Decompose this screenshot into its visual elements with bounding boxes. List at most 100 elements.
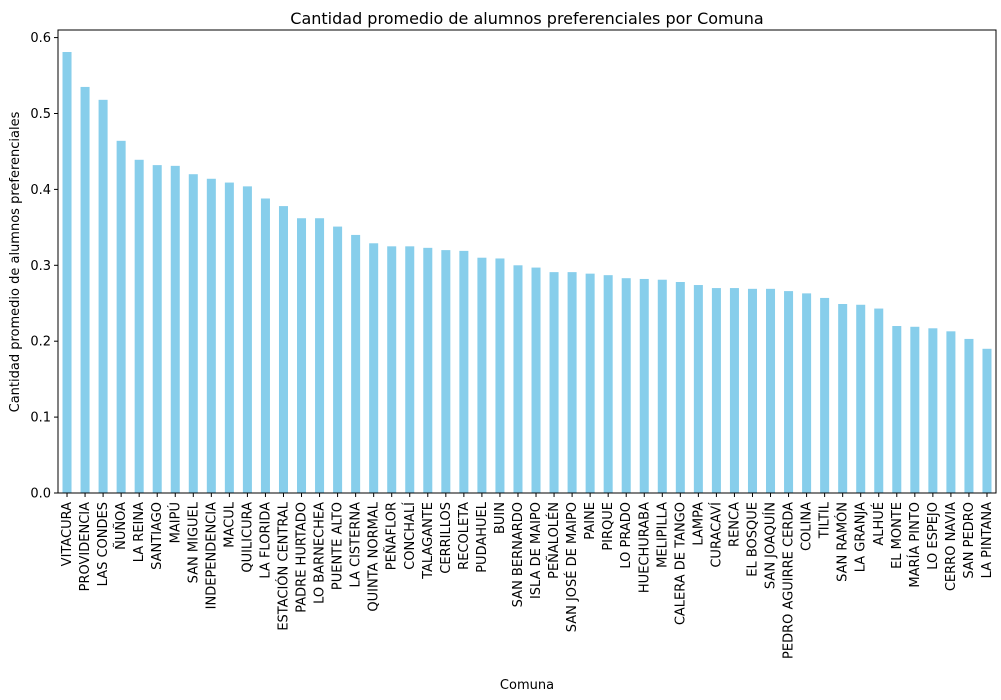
bar-26 (531, 267, 541, 493)
x-axis-label: Comuna (500, 678, 554, 693)
x-tick-label-28: SAN JOSÉ DE MAIPO (564, 502, 580, 632)
bar-27 (549, 272, 559, 493)
bar-44 (856, 304, 866, 493)
y-tick-label-1: 0.1 (30, 411, 51, 426)
bar-18 (387, 246, 397, 493)
x-tick-label-21: CERRILLOS (439, 502, 454, 574)
bar-36 (711, 288, 721, 493)
x-tick-label-33: MELIPILLA (655, 502, 670, 568)
x-tick-label-8: INDEPENDENCIA (204, 502, 219, 609)
bar-30 (603, 275, 613, 493)
bar-51 (982, 348, 992, 493)
x-tick-label-0: VITACURA (60, 502, 75, 566)
x-tick-label-29: PAINE (583, 502, 598, 540)
x-tick-label-12: ESTACIÓN CENTRAL (275, 501, 291, 630)
bar-6 (170, 165, 180, 493)
bar-48 (928, 328, 938, 493)
bar-45 (874, 308, 884, 493)
x-tick-label-18: PEÑAFLOR (384, 502, 400, 570)
x-tick-label-40: PEDRO AGUIRRE CERDA (782, 502, 797, 659)
x-tick-label-34: CALERA DE TANGO (673, 502, 688, 625)
x-tick-label-44: LA GRANJA (854, 502, 869, 572)
bar-23 (477, 257, 487, 493)
x-tick-label-10: QUILICURA (240, 502, 255, 573)
bar-34 (675, 281, 685, 493)
x-tick-label-51: LA PINTANA (980, 502, 995, 579)
x-tick-label-13: PADRE HURTADO (295, 502, 310, 613)
bar-9 (224, 182, 234, 493)
x-tick-label-43: SAN RAMÓN (835, 502, 851, 582)
plot-frame (57, 29, 997, 494)
x-tick-label-49: CERRO NAVIA (944, 502, 959, 591)
bar-42 (820, 297, 830, 493)
x-tick-label-2: LAS CONDES (96, 502, 111, 586)
x-tick-label-23: PUDAHUEL (475, 501, 490, 573)
x-tick-label-31: LO PRADO (619, 502, 634, 569)
bar-2 (98, 99, 108, 494)
x-tick-label-1: PROVIDENCIA (78, 502, 93, 591)
bar-39 (766, 288, 776, 493)
x-tick-label-30: PIRQUE (601, 502, 616, 551)
bar-33 (657, 279, 667, 493)
x-tick-label-32: HUECHURABA (637, 502, 652, 593)
x-tick-label-41: COLINA (800, 502, 815, 551)
y-tick-label-3: 0.3 (30, 259, 51, 274)
bar-1 (80, 86, 90, 493)
bars-group (62, 52, 992, 494)
y-tick-label-4: 0.4 (30, 183, 51, 198)
bar-14 (315, 218, 325, 493)
bar-20 (423, 247, 433, 493)
bar-21 (441, 250, 451, 493)
x-tick-label-42: TILTIL (818, 501, 833, 539)
x-tick-label-26: ISLA DE MAIPO (529, 502, 544, 599)
bar-22 (459, 250, 469, 493)
bar-31 (621, 278, 631, 493)
x-tick-label-50: SAN PEDRO (962, 502, 977, 579)
bar-25 (513, 265, 523, 493)
y-tick-label-0: 0.0 (30, 487, 51, 502)
chart-title: Cantidad promedio de alumnos preferencia… (290, 9, 763, 28)
x-tick-label-5: SANTIAGO (150, 502, 165, 570)
bar-49 (946, 331, 956, 493)
x-tick-label-4: LA REINA (132, 502, 147, 562)
bar-3 (116, 140, 126, 493)
bar-8 (206, 178, 216, 493)
x-tick-label-45: ALHUÉ (871, 502, 887, 546)
bar-28 (567, 272, 577, 493)
bar-13 (297, 218, 307, 493)
bar-35 (693, 285, 703, 493)
bar-19 (405, 246, 415, 493)
y-axis-ticks: 0.0 0.1 0.2 0.3 0.4 0.5 0.6 (30, 31, 58, 502)
bar-16 (351, 234, 361, 493)
y-axis-label: Cantidad promedio de alumnos preferencia… (8, 111, 23, 412)
x-tick-label-22: RECOLETA (457, 502, 472, 570)
x-tick-label-36: CURACAVÍ (708, 502, 724, 568)
x-tick-label-3: ÑUÑOA (113, 502, 129, 550)
x-tick-label-27: PEÑALOLÉN (546, 502, 562, 579)
bar-12 (278, 206, 288, 493)
bar-24 (495, 258, 505, 493)
bar-47 (910, 326, 920, 493)
bar-46 (892, 326, 902, 493)
x-tick-label-25: SAN BERNARDO (511, 502, 526, 607)
y-tick-label-2: 0.2 (30, 335, 51, 350)
bar-5 (152, 165, 162, 493)
bar-50 (964, 338, 974, 493)
bar-29 (585, 273, 595, 493)
x-axis-ticks: VITACURA PROVIDENCIA LAS CONDES ÑUÑOA LA REI… (60, 493, 995, 659)
x-tick-label-47: MARÍA PINTO (907, 502, 923, 588)
x-tick-label-35: LAMPA (691, 502, 706, 546)
x-tick-label-48: LO ESPEJO (926, 502, 941, 570)
x-tick-label-15: PUENTE ALTO (331, 502, 346, 590)
bar-37 (729, 288, 739, 493)
x-tick-label-39: SAN JOAQUÍN (763, 502, 779, 589)
x-tick-label-24: BUIN (493, 502, 508, 534)
x-tick-label-37: RENCA (727, 502, 742, 547)
x-tick-label-9: MACUL (222, 501, 237, 547)
bar-15 (333, 226, 343, 493)
bar-4 (134, 159, 144, 493)
x-tick-label-16: LA CISTERNA (349, 502, 364, 588)
bar-11 (260, 198, 270, 493)
x-tick-label-14: LO BARNECHEA (313, 502, 328, 604)
